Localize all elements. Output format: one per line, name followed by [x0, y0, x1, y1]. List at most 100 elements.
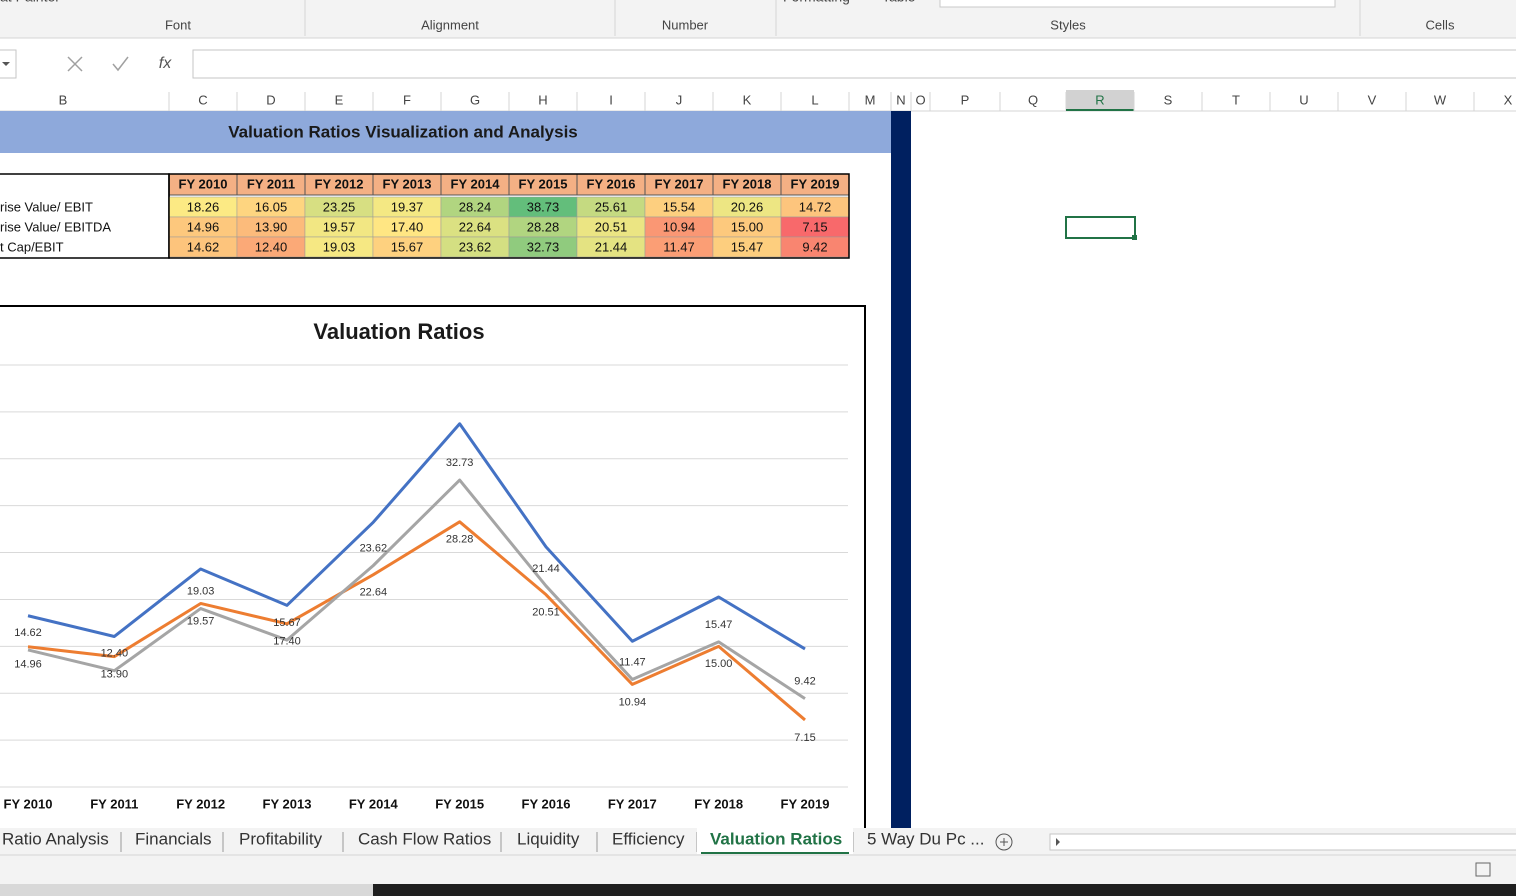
table-value: 19.57 — [323, 219, 356, 234]
status-bar — [0, 855, 1516, 884]
column-header[interactable]: G — [470, 92, 480, 107]
column-header[interactable]: H — [538, 92, 547, 107]
data-label: 15.67 — [273, 617, 301, 629]
active-tab — [697, 828, 853, 854]
column-header[interactable]: P — [961, 92, 970, 107]
column-header[interactable]: K — [743, 92, 752, 107]
x-tick-label: FY 2016 — [522, 796, 571, 811]
table-value: 22.64 — [459, 219, 492, 234]
table-value: 32.73 — [527, 239, 560, 254]
table-value: 16.05 — [255, 199, 288, 214]
data-label: 32.73 — [446, 457, 474, 469]
table-value: 17.40 — [391, 219, 424, 234]
ribbon-group-label: Font — [165, 17, 191, 32]
table-value: 28.24 — [459, 199, 492, 214]
table-value: 20.51 — [595, 219, 628, 234]
sheet-tab[interactable]: Liquidity — [517, 829, 580, 848]
enter-icon[interactable] — [112, 56, 129, 72]
column-header[interactable]: I — [609, 92, 613, 107]
data-label: 11.47 — [619, 656, 646, 668]
ribbon-group-label: Cells — [1426, 17, 1455, 32]
data-label: 17.40 — [273, 636, 301, 648]
table-value: 14.62 — [187, 239, 220, 254]
sheet-tab[interactable]: Cash Flow Ratios — [358, 829, 491, 848]
x-tick-label: FY 2015 — [435, 796, 484, 811]
insert-function[interactable]: fx — [159, 55, 172, 72]
series-line — [27, 520, 806, 722]
chart-frame[interactable] — [0, 305, 866, 837]
ribbon-group-label: Number — [662, 17, 709, 32]
normal-view-icon[interactable] — [1475, 862, 1491, 877]
column-header[interactable]: F — [403, 92, 411, 107]
column-header[interactable]: B — [59, 92, 68, 107]
data-label: 19.03 — [187, 585, 215, 597]
table-label-column — [0, 173, 170, 259]
x-tick-label: FY 2014 — [349, 796, 399, 811]
table-value: 14.96 — [187, 219, 220, 234]
column-header[interactable]: X — [1504, 92, 1513, 107]
table-value: 14.72 — [799, 199, 832, 214]
table-header: FY 2016 — [587, 176, 636, 191]
chart-title: Valuation Ratios — [313, 319, 484, 344]
x-tick-label: FY 2013 — [263, 796, 312, 811]
table-header: FY 2019 — [791, 176, 840, 191]
column-header-bar — [0, 90, 1516, 111]
sheet-tab[interactable]: Ratio Analysis — [2, 829, 109, 848]
column-header[interactable]: R — [1095, 92, 1104, 107]
column-header[interactable]: O — [915, 92, 925, 107]
column-header[interactable]: T — [1232, 92, 1240, 107]
table-header: FY 2012 — [315, 176, 364, 191]
column-header[interactable]: S — [1164, 92, 1173, 107]
column-header[interactable]: N — [896, 92, 905, 107]
column-header[interactable]: V — [1368, 92, 1377, 107]
table-value: 15.54 — [663, 199, 696, 214]
fill-handle[interactable] — [1132, 235, 1137, 240]
data-label: 23.62 — [360, 542, 388, 554]
column-header[interactable]: L — [811, 92, 818, 107]
data-label: 21.44 — [532, 563, 560, 575]
add-sheet-button[interactable] — [995, 833, 1013, 851]
column-header[interactable]: E — [335, 92, 344, 107]
x-tick-label: FY 2019 — [781, 796, 830, 811]
table-value: 19.37 — [391, 199, 424, 214]
table-value: 11.47 — [663, 239, 695, 254]
sheet-tab[interactable]: Valuation Ratios — [710, 829, 842, 848]
sheet-tab[interactable]: Efficiency — [612, 829, 685, 848]
x-tick-label: FY 2017 — [608, 796, 657, 811]
table-border — [168, 173, 850, 259]
table-value: 12.40 — [255, 239, 288, 254]
scroll-left[interactable] — [1056, 838, 1060, 846]
data-label: 15.00 — [705, 658, 733, 670]
series-line — [27, 422, 806, 651]
sheet-tab[interactable]: 5 Way Du Pc ... — [867, 829, 984, 848]
add-sheet-plus[interactable] — [1000, 838, 1008, 846]
data-label: 9.42 — [794, 676, 815, 688]
name-box-dropdown[interactable] — [2, 62, 10, 66]
sheet-tab[interactable]: Financials — [135, 829, 212, 848]
table-value: 15.00 — [731, 219, 764, 234]
formula-input[interactable] — [192, 49, 1516, 79]
column-header[interactable]: Q — [1028, 92, 1038, 107]
column-header[interactable]: W — [1434, 92, 1447, 107]
row-label: t Cap/EBIT — [0, 239, 64, 254]
column-header[interactable]: D — [266, 92, 275, 107]
cancel-icon[interactable] — [67, 56, 83, 72]
data-label: 19.57 — [187, 615, 215, 627]
column-header[interactable]: C — [198, 92, 207, 107]
taskbar — [373, 884, 1516, 896]
column-header[interactable]: U — [1299, 92, 1308, 107]
table-value: 21.44 — [595, 239, 628, 254]
table-value: 13.90 — [255, 219, 288, 234]
active-cell[interactable] — [1065, 216, 1136, 239]
horizontal-scrollbar[interactable] — [1049, 833, 1516, 851]
table-value: 38.73 — [527, 199, 560, 214]
column-header[interactable]: M — [865, 92, 876, 107]
selected-column-header — [1066, 90, 1134, 111]
table-value: 15.67 — [391, 239, 424, 254]
sheet-tab[interactable]: Profitability — [239, 829, 323, 848]
table-value: 20.26 — [731, 199, 764, 214]
column-header[interactable]: J — [676, 92, 683, 107]
styles-gallery[interactable] — [939, 0, 1336, 8]
table-header: FY 2011 — [247, 176, 295, 191]
